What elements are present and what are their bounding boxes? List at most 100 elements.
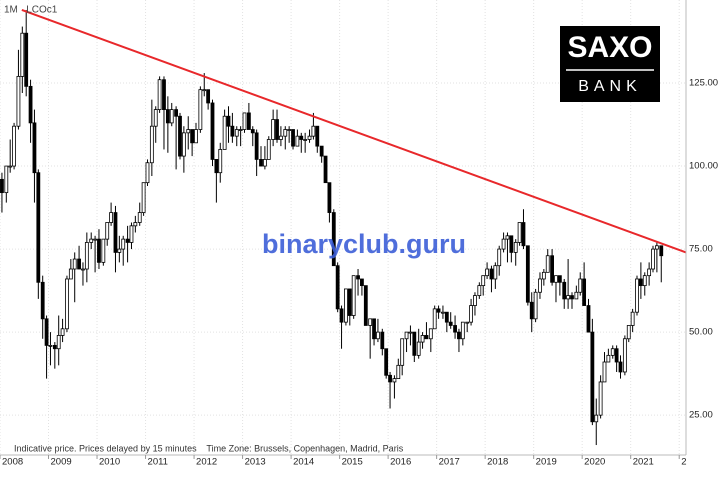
candle-body — [501, 238, 506, 250]
logo: SAXO BANK — [560, 26, 660, 102]
logo-top: SAXO — [567, 31, 652, 64]
candle-body — [271, 119, 276, 140]
candle-body — [105, 222, 110, 240]
candle-body — [125, 238, 130, 243]
candle-body — [517, 222, 522, 243]
candle-body — [24, 32, 29, 87]
candle-body — [254, 132, 259, 160]
candle-body — [606, 354, 611, 363]
candle-body — [497, 248, 502, 267]
candle-body — [436, 308, 441, 313]
candle-body — [202, 89, 207, 92]
x-tick-label: 2012 — [196, 457, 217, 468]
candle-body — [210, 102, 215, 160]
candle-body — [659, 245, 664, 257]
candle-body — [174, 109, 179, 117]
candle-body — [550, 255, 554, 283]
candle-body — [52, 345, 57, 350]
candle-body — [647, 268, 652, 277]
candle-body — [250, 129, 255, 134]
candle-body — [396, 364, 401, 380]
candle-body — [635, 278, 639, 313]
candle-body — [84, 242, 89, 270]
candle-body — [226, 115, 231, 127]
candle-body — [214, 159, 219, 174]
candle-body — [642, 275, 647, 287]
candle-body — [489, 268, 494, 280]
candle-body — [586, 305, 591, 333]
candle-body — [376, 331, 380, 340]
candle-body — [622, 338, 627, 373]
candle-body — [93, 238, 97, 241]
candle-body — [363, 285, 368, 326]
candle-body — [529, 301, 534, 320]
x-tick-label: 2021 — [633, 457, 654, 468]
candle-body — [230, 125, 235, 137]
candle-body — [570, 295, 574, 300]
candle-body — [441, 311, 445, 314]
candle-body — [457, 331, 461, 340]
candle-body — [198, 89, 203, 130]
candle-body — [319, 145, 324, 157]
candle-body — [331, 212, 336, 267]
candle-body — [16, 75, 21, 127]
x-tick-label: 2 — [681, 457, 686, 468]
candle-body — [307, 135, 312, 140]
x-tick-label: 2013 — [245, 457, 266, 468]
candle-body — [545, 255, 550, 273]
candle-body — [344, 288, 348, 323]
candle-body — [481, 275, 486, 287]
candle-body — [380, 331, 385, 350]
candle-body — [0, 178, 4, 194]
candle-body — [8, 165, 13, 168]
candle-body — [32, 122, 37, 174]
candle-body — [291, 129, 295, 147]
candle-body — [259, 159, 263, 167]
candle-body — [186, 129, 191, 134]
candle-body — [424, 335, 429, 340]
candle-body — [121, 238, 126, 250]
candle-body — [68, 268, 73, 280]
candle-body — [473, 295, 477, 306]
candle-body — [339, 308, 344, 323]
candle-body — [4, 165, 9, 194]
candle-body — [460, 321, 465, 340]
candle-body — [630, 311, 635, 326]
candle-body — [323, 155, 328, 184]
candle-body — [12, 125, 16, 167]
candle-body — [602, 361, 607, 383]
candle-body — [262, 159, 267, 167]
candle-body — [626, 325, 631, 340]
candle-body — [351, 275, 356, 316]
candle-body — [368, 318, 373, 326]
candle-body — [194, 129, 198, 144]
candle-body — [28, 85, 33, 124]
candle-body — [618, 361, 623, 373]
candle-body — [598, 381, 603, 416]
candle-body — [453, 325, 457, 333]
candle-body — [356, 275, 360, 280]
candle-body — [541, 271, 546, 280]
candle-body — [335, 265, 340, 310]
candle-body — [287, 129, 292, 131]
x-tick-label: 2019 — [536, 457, 557, 468]
candle-body — [222, 115, 227, 150]
candle-body — [77, 258, 81, 270]
candle-body — [279, 135, 283, 140]
candle-body — [133, 222, 138, 227]
candle-body — [72, 258, 77, 270]
candle-body — [238, 129, 243, 131]
candle-body — [360, 278, 364, 287]
candle-body — [614, 348, 619, 363]
candle-body — [303, 139, 308, 141]
candle-body — [40, 281, 45, 320]
x-tick-label: 2008 — [2, 457, 23, 468]
candle-body — [137, 212, 142, 223]
candle-body — [554, 275, 558, 283]
candle-body — [428, 328, 433, 340]
candle-body — [651, 248, 655, 270]
x-tick-label: 2018 — [487, 457, 508, 468]
candle-body — [654, 245, 659, 250]
candle-body — [101, 238, 106, 263]
